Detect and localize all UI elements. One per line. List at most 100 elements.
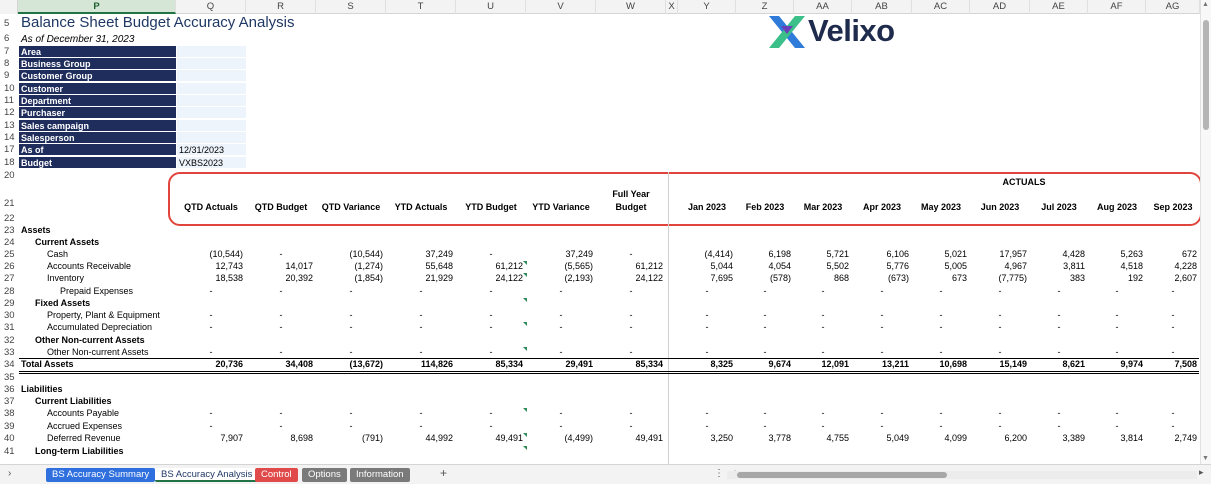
table-cell[interactable]: 20,736 [215, 359, 243, 369]
table-cell[interactable]: 44,992 [425, 433, 453, 443]
table-cell[interactable]: - [1171, 322, 1175, 332]
table-cell[interactable]: - [279, 421, 283, 431]
column-header-ac[interactable]: AC [912, 0, 970, 14]
table-cell[interactable]: - [209, 310, 213, 320]
column-header-q[interactable]: Q [176, 0, 246, 14]
table-cell[interactable]: - [939, 310, 943, 320]
row-number-34[interactable]: 34 [4, 359, 15, 370]
table-cell[interactable]: - [559, 322, 563, 332]
table-cell[interactable]: 13,211 [881, 359, 909, 369]
table-cell[interactable]: 24,122 [495, 273, 523, 283]
row-number-22[interactable]: 22 [4, 213, 15, 224]
table-cell[interactable]: 4,518 [1120, 261, 1143, 271]
table-cell[interactable]: - [939, 408, 943, 418]
row-number-26[interactable]: 26 [4, 261, 15, 272]
table-cell[interactable]: (10,544) [209, 249, 243, 259]
table-cell[interactable]: - [279, 408, 283, 418]
table-cell[interactable]: 5,021 [944, 249, 967, 259]
row-number-39[interactable]: 39 [4, 421, 15, 432]
add-sheet-button[interactable]: + [440, 466, 448, 480]
column-header-u[interactable]: U [456, 0, 526, 14]
filter-value-field[interactable] [177, 95, 246, 107]
error-indicator-icon[interactable] [523, 261, 527, 265]
table-cell[interactable]: (1,274) [354, 261, 383, 271]
table-cell[interactable]: - [209, 322, 213, 332]
table-cell[interactable]: (13,672) [349, 359, 383, 369]
column-header-af[interactable]: AF [1088, 0, 1146, 14]
table-cell[interactable]: 3,814 [1120, 433, 1143, 443]
table-cell[interactable]: 3,811 [1063, 261, 1085, 271]
table-cell[interactable]: 12,743 [215, 261, 243, 271]
table-cell[interactable]: - [1115, 408, 1119, 418]
table-cell[interactable]: - [939, 286, 943, 296]
table-cell[interactable]: - [489, 310, 493, 320]
table-cell[interactable]: (4,414) [704, 249, 733, 259]
error-indicator-icon[interactable] [523, 446, 527, 450]
table-cell[interactable]: - [629, 347, 633, 357]
filter-value-field[interactable] [177, 132, 246, 144]
filter-value-field[interactable] [177, 83, 246, 95]
table-cell[interactable]: - [489, 322, 493, 332]
table-cell[interactable]: - [705, 347, 709, 357]
vertical-scrollbar[interactable]: ▲ ▼ [1200, 0, 1211, 466]
tab-options[interactable]: Options [302, 468, 347, 482]
table-cell[interactable]: 4,099 [944, 433, 967, 443]
filter-value-field[interactable]: VXBS2023 [177, 157, 246, 169]
table-cell[interactable]: - [880, 322, 884, 332]
column-header-bar[interactable]: P Q R S T U V W X Y Z AA AB AC AD AE AF AG [0, 0, 1200, 14]
table-cell[interactable]: - [489, 421, 493, 431]
filter-value-field[interactable] [177, 46, 246, 58]
table-cell[interactable]: 5,721 [826, 249, 849, 259]
table-cell[interactable]: 29,491 [565, 359, 593, 369]
table-cell[interactable]: 2,607 [1174, 273, 1197, 283]
table-cell[interactable]: 8,698 [290, 433, 313, 443]
row-number-20[interactable]: 20 [4, 170, 15, 181]
row-number-9[interactable]: 9 [4, 70, 10, 81]
row-number-5[interactable]: 5 [4, 18, 10, 29]
table-cell[interactable]: - [1171, 286, 1175, 296]
table-cell[interactable]: 14,017 [285, 261, 313, 271]
table-cell[interactable]: - [821, 286, 825, 296]
table-cell[interactable]: 4,054 [768, 261, 791, 271]
table-cell[interactable]: 6,200 [1004, 433, 1027, 443]
row-number-17[interactable]: 17 [4, 144, 15, 155]
horizontal-scroll-thumb[interactable] [737, 472, 947, 478]
table-cell[interactable]: - [279, 310, 283, 320]
table-cell[interactable]: - [349, 347, 353, 357]
row-number-24[interactable]: 24 [4, 237, 15, 248]
column-header-p[interactable]: P [18, 0, 176, 14]
column-header-ae[interactable]: AE [1030, 0, 1088, 14]
table-cell[interactable]: 9,974 [1120, 359, 1143, 369]
table-cell[interactable]: - [763, 286, 767, 296]
row-number-18[interactable]: 18 [4, 157, 15, 168]
scroll-down-icon[interactable]: ▼ [1202, 455, 1209, 462]
error-indicator-icon[interactable] [523, 347, 527, 351]
table-cell[interactable]: (2,193) [564, 273, 593, 283]
table-cell[interactable]: 49,491 [635, 433, 663, 443]
table-cell[interactable]: - [821, 408, 825, 418]
row-number-31[interactable]: 31 [4, 322, 15, 333]
table-cell[interactable]: - [559, 421, 563, 431]
row-number-10[interactable]: 10 [4, 83, 15, 94]
table-cell[interactable]: 7,508 [1174, 359, 1197, 369]
table-cell[interactable]: 192 [1127, 273, 1143, 283]
table-cell[interactable]: - [1057, 421, 1061, 431]
row-number-32[interactable]: 32 [4, 335, 15, 346]
table-cell[interactable]: 5,044 [710, 261, 733, 271]
table-cell[interactable]: 8,325 [710, 359, 733, 369]
more-options-icon[interactable]: ⋮ [714, 468, 724, 479]
table-cell[interactable]: - [998, 322, 1002, 332]
table-cell[interactable]: 85,334 [495, 359, 523, 369]
table-cell[interactable]: - [939, 347, 943, 357]
table-cell[interactable]: 3,778 [768, 433, 791, 443]
table-cell[interactable]: - [705, 310, 709, 320]
row-number-25[interactable]: 25 [4, 249, 15, 260]
table-cell[interactable]: - [763, 347, 767, 357]
error-indicator-icon[interactable] [523, 433, 527, 437]
table-cell[interactable]: - [939, 421, 943, 431]
column-header-aa[interactable]: AA [794, 0, 852, 14]
table-cell[interactable]: - [705, 421, 709, 431]
table-cell[interactable]: - [1057, 408, 1061, 418]
table-cell[interactable]: - [1115, 286, 1119, 296]
